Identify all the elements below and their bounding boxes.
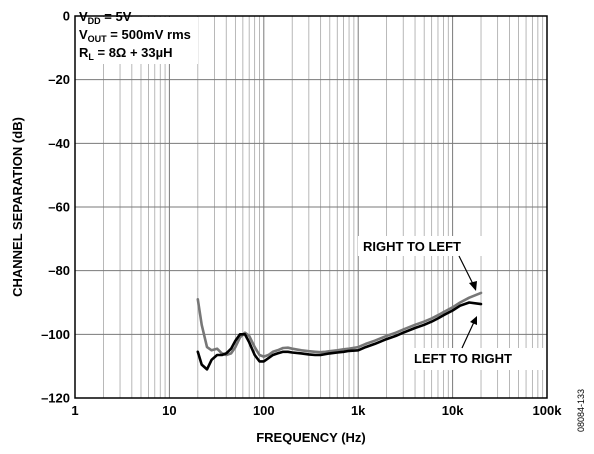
plot-frame [74,15,548,399]
x-tick-label: 100k [533,403,563,418]
x-tick-label: 100 [253,403,275,418]
axis-ticks: 1 10 100 1k 10k 100k 0 –20 –40 –60 –80 –100 –120 [41,9,562,419]
y-tick-label: –100 [41,327,70,342]
annotation-right-to-left-background [358,236,488,256]
annotation-left-to-right-background [410,348,546,370]
x-tick-label: 1k [351,403,366,418]
figure-id: 08084-133 [576,389,586,432]
annotation-right-to-left: RIGHT TO LEFT [363,239,461,254]
series-line-left-to-right [196,301,483,371]
series-lines [196,291,483,371]
x-tick-label: 10 [162,403,176,418]
x-tick-label: 10k [442,403,464,418]
annotation-left-to-right-pointer [461,321,475,349]
x-axis-label: FREQUENCY (Hz) [256,430,366,445]
series-annotations: RIGHT TO LEFT LEFT TO RIGHT [358,236,546,370]
y-tick-label: 0 [63,9,70,24]
condition-line-3: RL = 8Ω + 33µH [79,45,173,62]
annotation-left-to-right: LEFT TO RIGHT [414,351,512,366]
y-tick-label: –20 [48,72,70,87]
grid [74,15,548,399]
test-conditions: VDD = 5V VOUT = 500mV rms RL = 8Ω + 33µH [76,9,198,64]
y-tick-label: –40 [48,136,70,151]
x-tick-label: 1 [71,403,78,418]
annotation-right-to-left-pointer [458,255,475,287]
test-conditions-background [76,17,198,64]
annotation-right-to-left-arrowhead [469,281,477,291]
y-tick-label: –60 [48,200,70,215]
annotation-left-to-right-arrowhead [470,316,477,325]
condition-line-1: VDD = 5V [79,9,132,26]
y-tick-label: –80 [48,263,70,278]
series-line-right-to-left [196,291,483,358]
condition-line-2: VOUT = 500mV rms [79,27,191,44]
y-tick-label: –120 [41,391,70,406]
y-axis-label: CHANNEL SEPARATION (dB) [10,117,25,297]
